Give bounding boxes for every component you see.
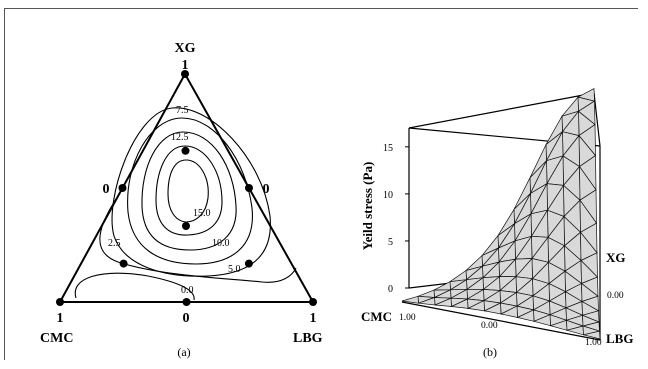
surface-facet <box>583 330 601 340</box>
design-point <box>119 259 128 268</box>
surface-facet <box>483 302 502 315</box>
surface-facet <box>532 314 551 327</box>
axis-label-lbg: LBG <box>606 331 633 346</box>
vertex-label-lbg: LBG <box>293 331 323 346</box>
contour-label-15.0: 15.0 <box>193 208 211 219</box>
edge-value-right: 0 <box>263 182 270 197</box>
surface-facet <box>434 297 452 307</box>
z-tick-label: 0 <box>388 284 393 295</box>
surface-facet <box>418 297 436 306</box>
z-tick-label: 10 <box>383 190 393 201</box>
design-point <box>309 298 317 306</box>
contour-label-7.5: 7.5 <box>176 105 189 116</box>
z-axis-label: Yeild stress (Pa) <box>360 162 375 251</box>
contour-label-10.0: 10.0 <box>212 238 230 249</box>
z-tick-label: 15 <box>383 143 393 154</box>
contour-line-2.5 <box>99 195 297 283</box>
contour-label-2.5: 2.5 <box>108 238 121 249</box>
vertex-label-xg: XG <box>175 41 196 56</box>
vertex-value-lbg: 1 <box>310 311 317 326</box>
surface-mesh <box>401 88 601 340</box>
design-point <box>118 184 127 192</box>
axis-label-cmc: CMC <box>361 309 392 324</box>
design-points <box>56 70 317 306</box>
contour-label-5.0: 5.0 <box>228 264 241 275</box>
design-point <box>181 70 189 78</box>
figure-frame <box>4 8 638 360</box>
panel-label-a: (a) <box>177 345 190 359</box>
design-point <box>56 298 64 306</box>
cmc-tick-0.00: 0.00 <box>481 321 498 331</box>
lbg-tick-1.00: 1.00 <box>585 338 602 348</box>
surface-facet <box>433 281 451 291</box>
contour-line-10 <box>141 131 237 251</box>
contour-labels: 7.5 12.5 15.0 10.0 5.0 2.5 0.0 <box>108 105 241 296</box>
design-point <box>181 146 190 155</box>
box-top-right-edge <box>593 92 601 147</box>
vertex-value-cmc: 1 <box>57 311 64 326</box>
vertex-label-cmc: CMC <box>40 331 73 346</box>
surface-facet <box>450 298 469 309</box>
surface-facet <box>516 309 535 322</box>
panel-label-b: (b) <box>483 345 497 359</box>
z-tick-label: 5 <box>388 237 393 248</box>
design-point <box>245 184 253 192</box>
surface-facet <box>499 305 518 318</box>
contour-label-0.0: 0.0 <box>181 285 194 296</box>
box-bottom-front-edge <box>401 301 601 341</box>
vertex-value-xg: 1 <box>182 58 189 73</box>
xg-tick-0.00: 0.00 <box>607 291 624 301</box>
contour-label-12.5: 12.5 <box>171 132 189 143</box>
design-point <box>182 222 190 230</box>
axis-label-xg: XG <box>606 250 626 265</box>
cmc-tick-1.00: 1.00 <box>399 313 416 323</box>
design-point <box>244 259 253 268</box>
surface-facet <box>466 300 485 312</box>
contour-line-12.5 <box>155 145 223 236</box>
z-axis-ticks: 0 5 10 15 <box>383 143 409 295</box>
contour-line-0 <box>74 272 195 301</box>
edge-value-left: 0 <box>103 182 110 197</box>
ternary-panel: 7.5 12.5 15.0 10.0 5.0 2.5 0.0 XG 1 1 CM… <box>40 41 323 359</box>
box-top-back-edge <box>408 92 595 129</box>
surface-facet <box>401 295 419 304</box>
contour-line-5 <box>111 107 271 277</box>
surface-panel: 0 5 10 15 Yeild stress (Pa) CMC LBG XG 1.00… <box>360 88 633 359</box>
contour-line-7.5 <box>127 117 253 265</box>
edge-value-bottom: 0 <box>183 311 190 326</box>
design-point <box>182 298 191 306</box>
